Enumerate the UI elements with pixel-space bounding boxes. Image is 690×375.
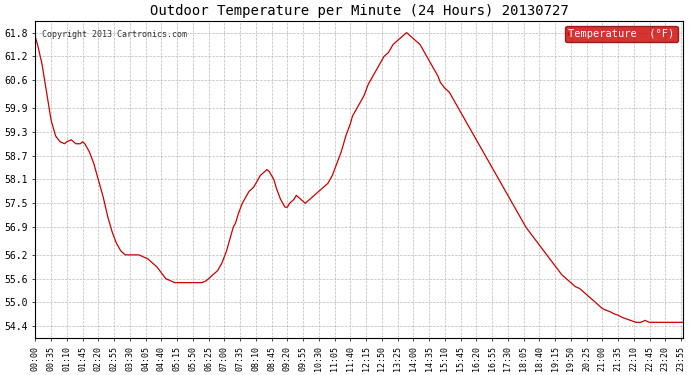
Title: Outdoor Temperature per Minute (24 Hours) 20130727: Outdoor Temperature per Minute (24 Hours… — [150, 4, 569, 18]
Text: Copyright 2013 Cartronics.com: Copyright 2013 Cartronics.com — [42, 30, 187, 39]
Legend: Temperature  (°F): Temperature (°F) — [565, 26, 678, 42]
